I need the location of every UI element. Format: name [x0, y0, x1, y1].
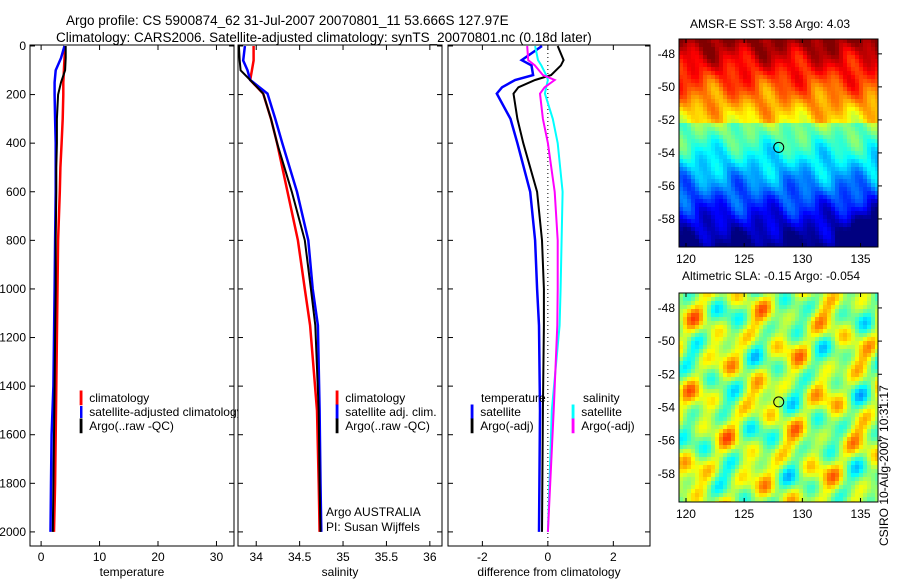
difference-xtick-label: 2 — [610, 550, 617, 564]
temperature-axes-box — [29, 44, 235, 547]
plot-title-line2: Climatology: CARS2006. Satellite-adjuste… — [56, 30, 592, 45]
pi-label: PI: Susan Wijffels — [326, 520, 420, 534]
difference-axes-box — [447, 44, 651, 547]
depth-tick-label: 600 — [6, 185, 26, 199]
sla-lon-label: 130 — [792, 507, 812, 521]
temperature-xtick-label: 20 — [151, 550, 165, 564]
sla-map-title: Altimetric SLA: -0.15 Argo: -0.054 — [682, 269, 861, 283]
depth-tick-label: 1800 — [0, 476, 26, 490]
sla-lat-label: -56 — [658, 434, 676, 448]
sst-lat-label: -48 — [658, 47, 676, 61]
sal-legend-argo: ▎Argo(..raw -QC) — [336, 419, 430, 433]
difference-series-temperature-argo-adj- — [512, 45, 565, 532]
diff-legend-salinity-header: salinity — [583, 391, 620, 405]
sla-map-frame — [678, 292, 879, 503]
temp-legend-satellite: ▎satellite-adjusted climatology — [80, 406, 238, 418]
temperature-xtick-label: 30 — [210, 550, 224, 564]
temperature-series-argo-raw-qc- — [51, 46, 67, 532]
csiro-timestamp: CSIRO 10-Aug-2007 10:31:17 — [877, 385, 891, 546]
difference-series-temperature-satellite — [495, 44, 543, 532]
plot-title-line1: Argo profile: CS 5900874_62 31-Jul-2007 … — [66, 13, 509, 28]
difference-xtick-label: 0 — [545, 550, 552, 564]
sla-map — [679, 293, 878, 502]
temperature-xtick-label: 10 — [93, 550, 107, 564]
sst-map-frame — [678, 38, 879, 248]
sst-lat-label: -58 — [658, 212, 676, 226]
temp-legend-climatology: ▎climatology — [80, 391, 150, 405]
sla-lat-label: -50 — [658, 334, 676, 348]
diff-legend-temperature-header: temperature — [481, 391, 546, 405]
salinity-xtick-label: 34.5 — [288, 550, 312, 564]
sla-lat-label: -58 — [658, 467, 676, 481]
depth-tick-label: 0 — [19, 39, 26, 53]
sst-lon-label: 135 — [851, 252, 871, 266]
sst-lat-label: -54 — [658, 146, 676, 160]
depth-tick-label: 2000 — [0, 525, 26, 539]
temperature-xtick-label: 0 — [38, 550, 45, 564]
depth-tick-label: 400 — [6, 136, 26, 150]
sst-lon-label: 130 — [792, 252, 812, 266]
sst-map-title: AMSR-E SST: 3.58 Argo: 4.03 — [690, 17, 851, 31]
diff-legend-temp-satellite: ▎satellite — [471, 405, 521, 419]
salinity-xtick-label: 35.5 — [375, 550, 399, 564]
salinity-series-argo-raw-qc- — [237, 45, 322, 532]
sal-legend-satellite: ▎satellite adj. clim. — [336, 405, 437, 419]
salinity-xlabel: salinity — [322, 565, 359, 579]
sla-lon-label: 135 — [851, 507, 871, 521]
salinity-xtick-label: 35 — [336, 550, 350, 564]
diff-legend-sal-satellite: ▎satellite — [572, 405, 622, 419]
salinity-xtick-label: 34 — [250, 550, 264, 564]
salinity-axes-box — [237, 44, 443, 547]
depth-tick-label: 1200 — [0, 331, 26, 345]
temp-legend-argo: ▎Argo(..raw -QC) — [80, 419, 174, 433]
depth-tick-label: 800 — [6, 233, 26, 247]
sst-lat-label: -52 — [658, 113, 676, 127]
argo-australia-label: Argo AUSTRALIA — [326, 505, 421, 519]
depth-tick-label: 200 — [6, 88, 26, 102]
difference-xtick-label: -2 — [477, 550, 488, 564]
sla-lat-label: -54 — [658, 400, 676, 414]
sla-lon-label: 125 — [734, 507, 754, 521]
salinity-series-climatology — [248, 46, 321, 532]
sal-legend-climatology: ▎climatology — [336, 391, 406, 405]
depth-tick-label: 1400 — [0, 379, 26, 393]
sla-lat-label: -48 — [658, 301, 676, 315]
sst-lon-label: 120 — [676, 252, 696, 266]
difference-xlabel: difference from climatology — [477, 565, 620, 579]
salinity-xtick-label: 36 — [423, 550, 437, 564]
difference-series-salinity-satellite — [534, 45, 564, 532]
temperature-xlabel: temperature — [100, 565, 165, 579]
sst-argo-location-marker — [773, 141, 785, 153]
sla-lat-label: -52 — [658, 367, 676, 381]
sst-lon-label: 125 — [734, 252, 754, 266]
salinity-series-satellite-adj-clim- — [241, 45, 323, 532]
sst-lat-label: -50 — [658, 80, 676, 94]
sst-lat-label: -56 — [658, 179, 676, 193]
depth-tick-label: 1600 — [0, 428, 26, 442]
sst-map — [679, 39, 878, 247]
difference-series-salinity-argo-adj- — [526, 45, 559, 532]
sla-argo-location-marker — [773, 396, 785, 408]
depth-tick-label: 1000 — [0, 282, 26, 296]
diff-legend-temp-argo: ▎Argo(-adj) — [471, 419, 534, 433]
diff-legend-sal-argo: ▎Argo(-adj) — [572, 419, 635, 433]
sla-lon-label: 120 — [676, 507, 696, 521]
